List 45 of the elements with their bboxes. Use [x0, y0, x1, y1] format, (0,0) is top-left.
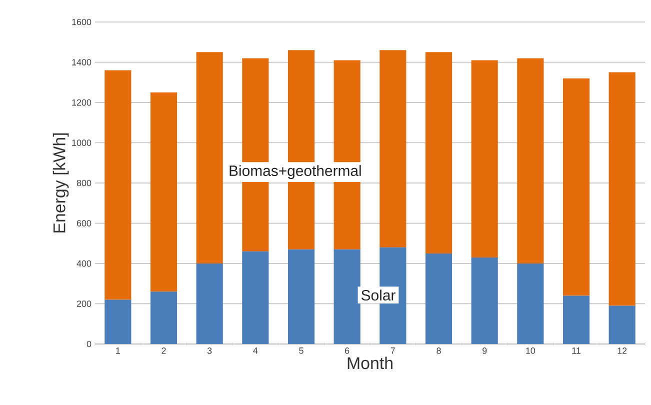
bar [242, 251, 269, 344]
x-tick-label: 11 [572, 348, 580, 354]
y-tick-label: 600 [76, 220, 92, 226]
y-tick-label: 400 [76, 260, 92, 267]
x-tick-label: 5 [299, 348, 304, 354]
x-tick-label: 10 [526, 348, 536, 354]
bar [517, 58, 544, 264]
bar [150, 292, 178, 344]
bar [562, 296, 590, 344]
x-tick-label: 7 [390, 348, 395, 354]
x-tick-label: 8 [436, 348, 441, 354]
y-tick-label: 0 [86, 340, 92, 348]
y-tick-label: 800 [76, 180, 92, 186]
bar [150, 92, 178, 292]
y-tick-label: 1600 [72, 18, 92, 26]
x-tick-label: 1 [116, 348, 120, 354]
x-tick-label: 4 [253, 348, 258, 354]
bar [380, 50, 406, 248]
bar [425, 52, 452, 254]
x-tick-label: 9 [482, 348, 487, 354]
bar [608, 72, 636, 306]
bar [517, 264, 544, 344]
bar [104, 300, 132, 344]
y-tick-label: 1200 [72, 99, 92, 106]
series-label: Solar [361, 290, 396, 301]
x-axis-title: Month [348, 356, 392, 370]
bar [608, 306, 636, 344]
bar [196, 264, 223, 344]
x-tick-label: 6 [345, 348, 350, 354]
x-tick-label: 12 [618, 348, 627, 354]
y-tick-label: 1000 [72, 140, 92, 146]
bar [334, 249, 360, 344]
y-tick-label: 200 [76, 300, 92, 307]
bar [425, 253, 452, 344]
y-tick-label: 1400 [72, 59, 92, 66]
bar [288, 249, 315, 344]
y-axis-title: Energy [kWh] [52, 133, 69, 232]
bar [196, 52, 223, 264]
x-tick-label: 2 [162, 348, 166, 354]
series-label: Biomas+geothermal [230, 165, 361, 180]
bar [562, 78, 590, 296]
bar [471, 257, 498, 344]
bar [104, 70, 132, 300]
x-tick-label: 3 [207, 348, 212, 354]
bar [471, 60, 498, 258]
